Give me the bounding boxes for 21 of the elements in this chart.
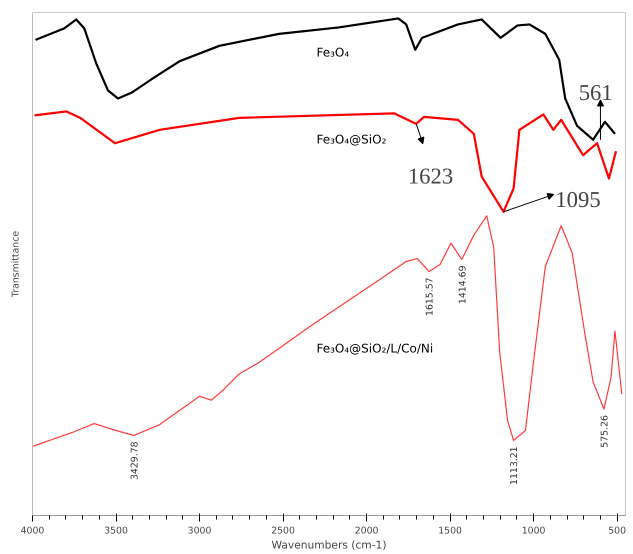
annotation: 1615.57 [424, 277, 436, 316]
annotation: 3429.78 [129, 441, 140, 480]
annotation: 1113.21 [509, 446, 520, 485]
annotation: 1095 [555, 186, 601, 212]
series-label: Fe₃O₄@SiO₂ [316, 132, 387, 147]
x-tick-label: 3500 [104, 526, 128, 536]
x-tick-label: 4000 [20, 526, 44, 536]
x-tick-label: 1500 [438, 526, 462, 536]
x-tick-label: 3000 [188, 526, 212, 536]
x-tick-label: 2500 [271, 526, 295, 536]
series-label: Fe₃O₄@SiO₂/L/Co/Ni [316, 341, 434, 356]
annotation: 1414.69 [457, 265, 468, 304]
annotation: 1623 [408, 163, 454, 188]
x-tick-label: 500 [608, 526, 626, 536]
x-tick-label: 2000 [354, 526, 379, 536]
x-tick-label: 1000 [522, 526, 546, 536]
series-label: Fe₃O₄ [316, 46, 350, 60]
x-axis-title: Wavenumbers (cm-1) [272, 538, 386, 552]
annotation: 561 [578, 80, 613, 105]
annotation: 575.26 [599, 415, 610, 448]
y-axis-title: Transmittance [10, 230, 22, 298]
